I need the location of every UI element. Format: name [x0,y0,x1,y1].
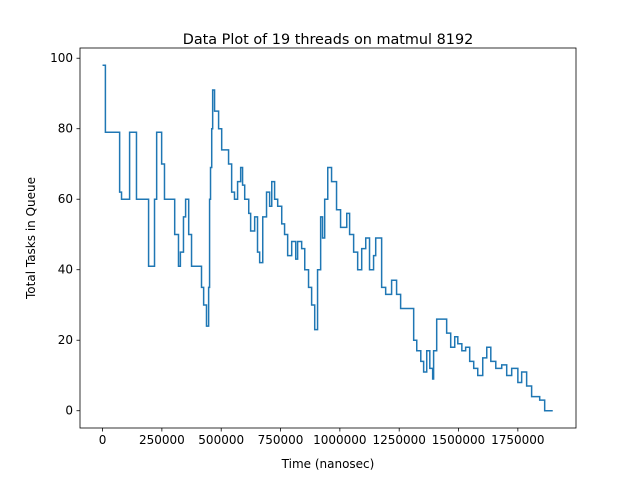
y-tick-label: 40 [58,263,73,277]
y-tick-label: 60 [58,192,73,206]
plot-frame [79,47,577,429]
data-line [102,64,553,412]
chart-title: Data Plot of 19 threads on matmul 8192 [183,32,474,48]
x-tick-label: 250000 [139,433,185,447]
x-tick-label: 1500000 [432,433,485,447]
y-axis-label: Total Tasks in Queue [24,177,38,300]
x-tick-label: 500000 [198,433,244,447]
y-tick-label: 0 [65,404,73,418]
x-tick-label: 1000000 [313,433,366,447]
y-tick-label: 100 [50,51,73,65]
y-tick-label: 20 [58,333,73,347]
x-tick-label: 750000 [258,433,304,447]
y-tick-label: 80 [58,122,73,136]
x-tick-label: 1750000 [491,433,544,447]
x-axis-label: Time (nanosec) [281,457,375,471]
x-tick-label: 1250000 [372,433,425,447]
x-tick-label: 0 [99,433,107,447]
